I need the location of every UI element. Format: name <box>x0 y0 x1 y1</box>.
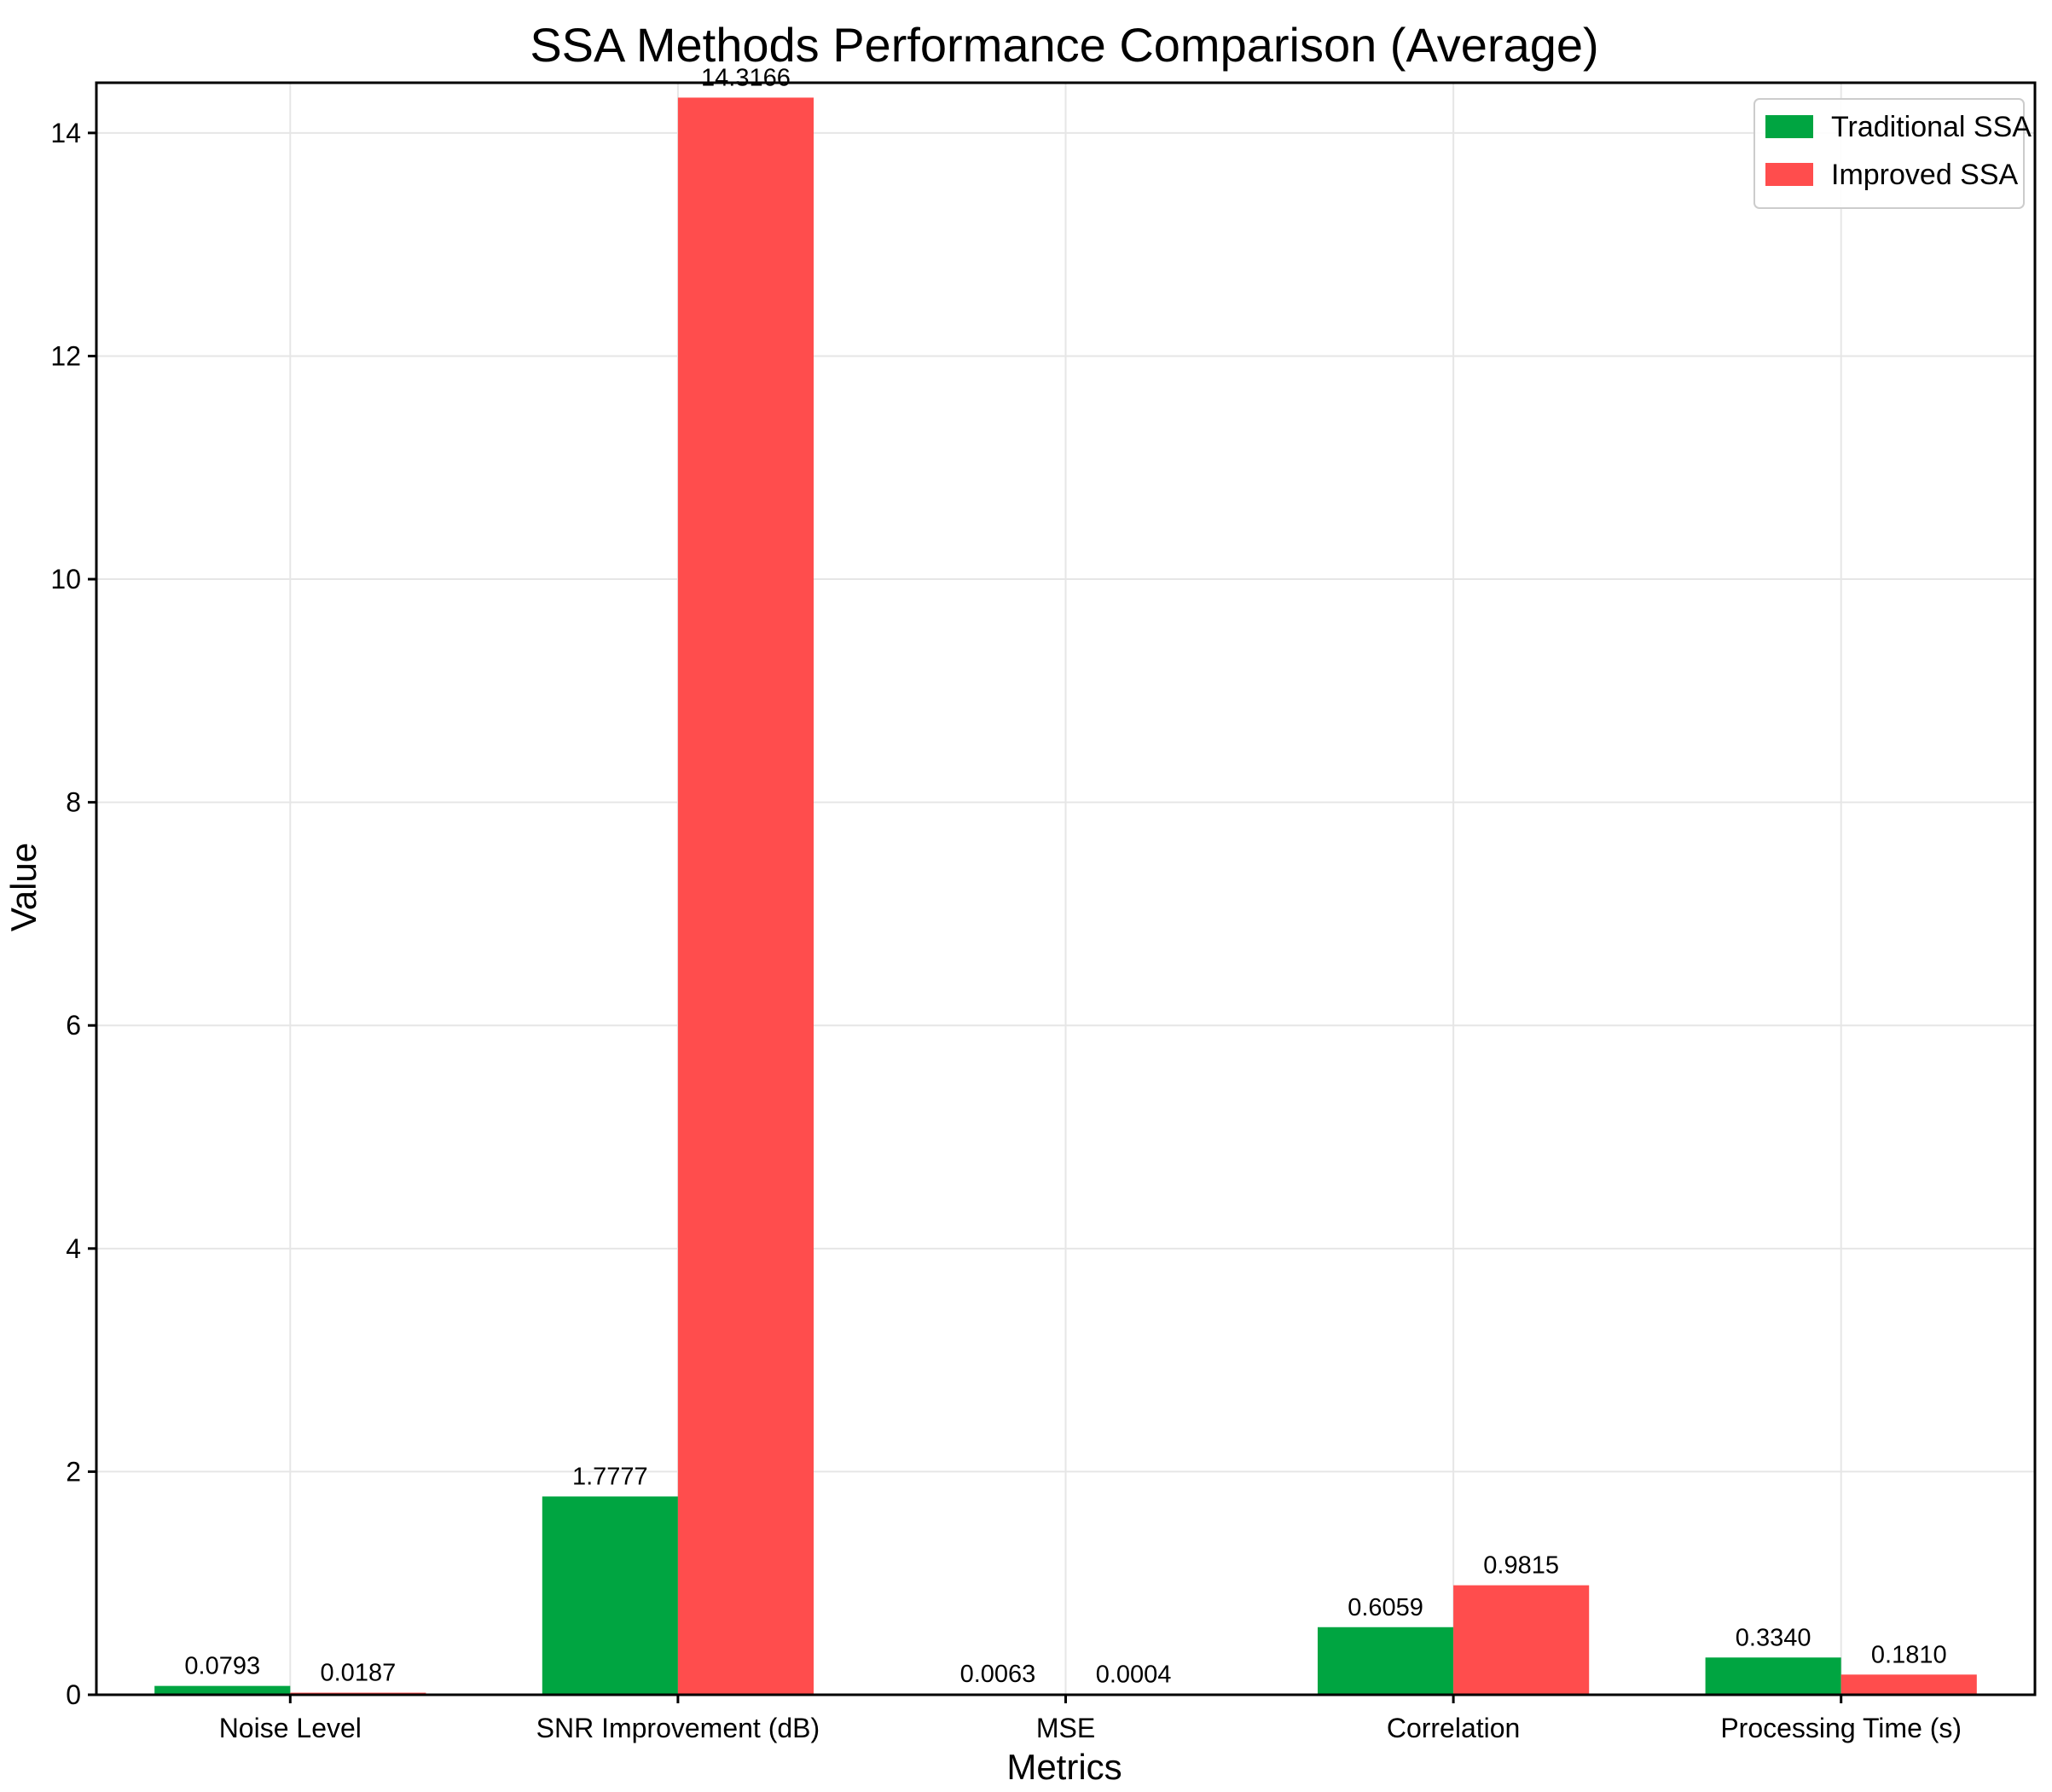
bar-value-label: 0.1810 <box>1871 1641 1947 1668</box>
legend-swatch <box>1765 115 1813 138</box>
y-tick-label: 6 <box>66 1010 81 1041</box>
legend-box <box>1753 98 2025 209</box>
bar-value-label: 0.0063 <box>960 1661 1036 1688</box>
legend-label: Traditional SSA <box>1831 111 2032 143</box>
chart-title: SSA Methods Performance Comparison (Aver… <box>530 18 1598 72</box>
x-tick-label: Processing Time (s) <box>1720 1713 1962 1743</box>
x-tick-label: Correlation <box>1387 1713 1521 1743</box>
x-axis-label: Metrics <box>1006 1747 1122 1787</box>
bar-traditional-ssa <box>1317 1627 1454 1695</box>
legend: Traditional SSA Improved SSA <box>1753 98 2032 209</box>
y-tick-label: 10 <box>50 564 81 594</box>
y-tick-label: 2 <box>66 1456 81 1487</box>
x-tick-label: Noise Level <box>219 1713 362 1743</box>
y-tick-label: 8 <box>66 787 81 818</box>
bar-improved-ssa <box>1840 1674 1977 1695</box>
bar-traditional-ssa <box>1705 1657 1841 1695</box>
bar-improved-ssa <box>677 97 814 1696</box>
legend-swatch <box>1765 163 1813 186</box>
plot-frame <box>95 81 2037 1696</box>
x-tick-label: SNR Improvement (dB) <box>536 1713 820 1743</box>
y-tick-label: 0 <box>66 1679 81 1710</box>
bar-improved-ssa <box>1453 1585 1590 1695</box>
bar-value-label: 0.6059 <box>1348 1594 1423 1621</box>
y-tick-label: 14 <box>50 118 81 148</box>
bar-value-labels: 0.0793 1.7777 0.0063 0.6059 0.3340 0.0187 14.3… <box>184 64 1946 1688</box>
bar-value-label: 0.3340 <box>1736 1624 1811 1651</box>
y-axis-label: Value <box>3 843 43 931</box>
grid-lines <box>96 83 2035 1696</box>
bar-traditional-ssa <box>154 1685 291 1695</box>
bar-value-label: 0.0793 <box>184 1653 260 1680</box>
axis-ticks: 0 2 4 6 8 10 12 14 Noise Level SNR Improvement (d… <box>50 118 1962 1743</box>
bar-value-label: 14.3166 <box>701 64 791 91</box>
legend-label: Improved SSA <box>1831 159 2019 191</box>
bar-value-label: 0.0187 <box>321 1660 397 1687</box>
bar-value-label: 1.7777 <box>572 1463 648 1490</box>
y-tick-label: 4 <box>66 1233 81 1264</box>
bar-value-label: 0.9815 <box>1483 1552 1559 1580</box>
y-tick-label: 12 <box>50 340 81 371</box>
bar-traditional-ssa <box>542 1496 678 1695</box>
x-tick-label: MSE <box>1036 1713 1095 1743</box>
bar-value-label: 0.0004 <box>1096 1662 1172 1689</box>
